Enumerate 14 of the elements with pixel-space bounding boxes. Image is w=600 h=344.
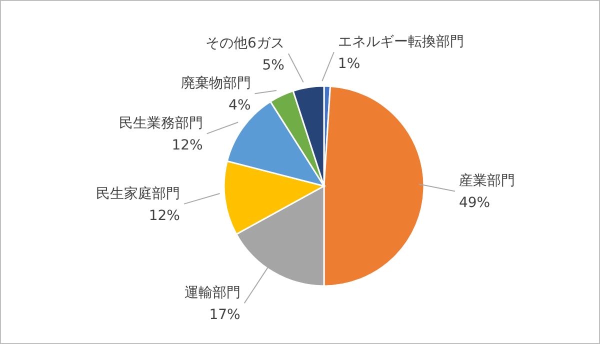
slice-label: 民生業務部門 [118, 116, 203, 132]
slice-label: 民生家庭部門 [96, 186, 180, 202]
data-label: 49% [458, 195, 490, 212]
slice-label: 産業部門 [458, 173, 515, 190]
data-label: 12% [148, 208, 180, 224]
data-label: 4% [228, 98, 251, 114]
slice-label: その他6ガス [206, 36, 284, 52]
data-label: 12% [172, 138, 203, 154]
slice-label: 運輸部門 [184, 285, 240, 302]
data-label: 5% [262, 58, 284, 74]
data-label: 1% [338, 56, 360, 72]
data-label: 17% [209, 307, 240, 324]
slice-label: 廃棄物部門 [180, 76, 251, 92]
slice-label: エネルギー転換部門 [338, 34, 464, 50]
